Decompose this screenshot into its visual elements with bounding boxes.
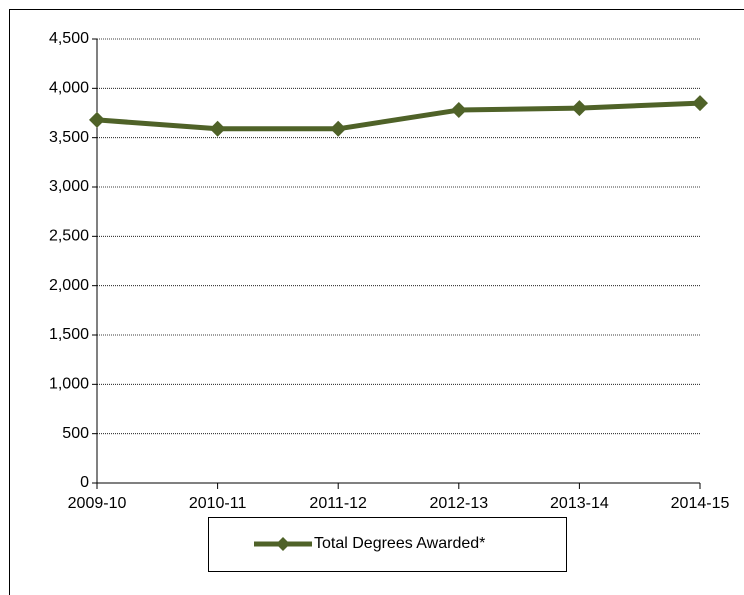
y-tick-label: 3,500	[49, 129, 89, 146]
x-tick-label: 2012-13	[429, 495, 488, 512]
marker	[450, 102, 467, 119]
x-tick-label: 2013-14	[550, 495, 609, 512]
chart-border	[9, 9, 744, 595]
line	[96, 100, 701, 132]
y-tick-label: 500	[62, 425, 89, 442]
marker	[89, 111, 105, 128]
legend-label: Total Degrees Awarded*	[314, 535, 485, 552]
legend-marker	[276, 537, 290, 551]
x-tick-label: 2010-11	[189, 495, 247, 512]
y-tick-label: 3,000	[49, 178, 89, 195]
y-tick-label: 1,000	[49, 376, 89, 393]
y-tick-label: 0	[80, 474, 89, 491]
marker	[330, 120, 347, 137]
marker	[209, 120, 226, 137]
x-tick-label: 2014-15	[671, 495, 730, 512]
marker	[692, 95, 708, 112]
y-tick-label: 4,000	[49, 80, 89, 97]
y-tick-label: 4,500	[49, 30, 89, 47]
y-tick-label: 1,500	[49, 326, 89, 343]
y-tick-label: 2,000	[49, 277, 89, 294]
marker	[571, 100, 588, 117]
x-tick-label: 2009-10	[68, 495, 127, 512]
x-tick-label: 2011-12	[309, 495, 367, 512]
y-tick-label: 2,500	[49, 228, 89, 245]
